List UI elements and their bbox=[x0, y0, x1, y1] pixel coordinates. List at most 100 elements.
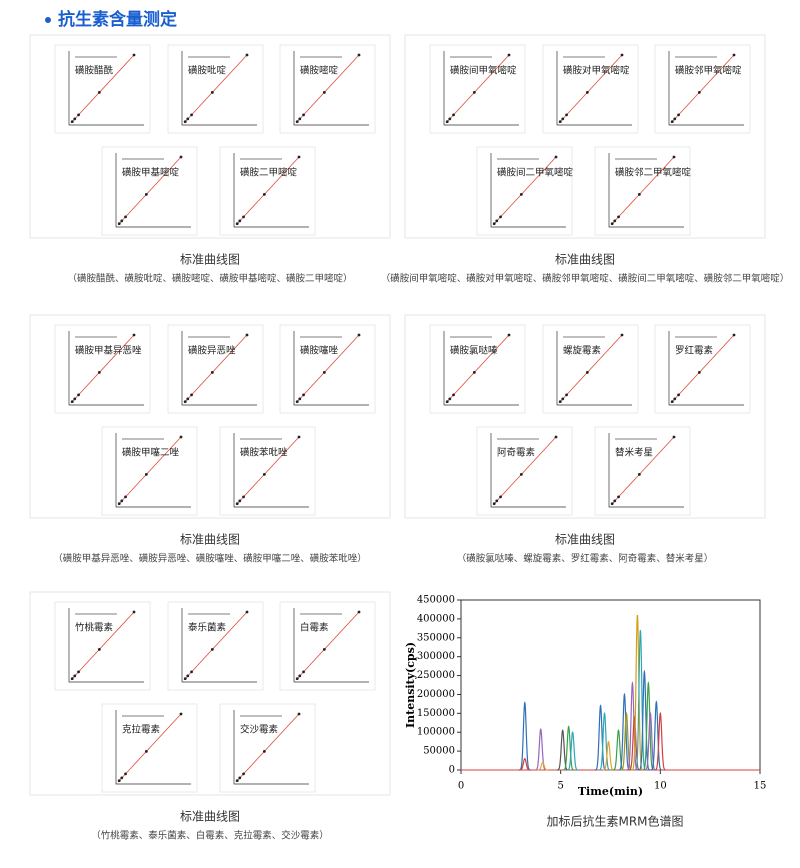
calibration-point bbox=[186, 674, 190, 678]
calibration-point bbox=[613, 499, 617, 503]
calibration-point bbox=[117, 502, 121, 506]
calibration-point bbox=[610, 222, 614, 226]
calibration-point bbox=[235, 222, 239, 226]
y-tick-label: 150000 bbox=[417, 708, 455, 719]
thumbnail-axes bbox=[443, 331, 519, 406]
calibration-point bbox=[190, 670, 193, 674]
calibration-point bbox=[245, 53, 249, 57]
calibration-point bbox=[117, 222, 121, 226]
compound-name: 阿奇霉素 bbox=[497, 447, 536, 459]
fit-line bbox=[492, 436, 557, 506]
thumbnail-axes bbox=[608, 153, 684, 228]
calibration-point bbox=[565, 113, 568, 117]
calibration-point bbox=[452, 393, 455, 397]
y-tick-label: 300000 bbox=[417, 651, 455, 662]
calibration-point bbox=[120, 776, 124, 780]
thumbnail-axes bbox=[181, 51, 257, 126]
calibration-point bbox=[519, 193, 523, 196]
calibration-point bbox=[183, 677, 187, 681]
fit-line bbox=[610, 156, 675, 226]
calibration-point bbox=[210, 91, 214, 94]
compound-name: 磺胺对甲氧嘧啶 bbox=[563, 65, 630, 77]
compound-name: 磺胺邻甲氧嘧啶 bbox=[675, 65, 742, 77]
chromatogram-peak bbox=[535, 728, 547, 771]
thumbnail-axes bbox=[556, 51, 632, 126]
calibration-point bbox=[144, 473, 148, 476]
calibration-point bbox=[302, 113, 305, 117]
calibration-thumbnail: 磺胺间二甲氧嘧啶 bbox=[476, 146, 574, 236]
y-tick-label: 250000 bbox=[417, 670, 455, 681]
calibration-point bbox=[179, 435, 183, 439]
calibration-point bbox=[298, 397, 302, 401]
thumbnail-axes bbox=[556, 331, 632, 406]
thumbnail-axes bbox=[115, 153, 191, 228]
calibration-point bbox=[97, 91, 101, 94]
calibration-thumbnail: 磺胺甲基异恶唑 bbox=[54, 324, 151, 414]
calibration-point bbox=[673, 397, 677, 401]
calibration-point bbox=[585, 91, 589, 94]
fit-line bbox=[117, 713, 182, 783]
thumbnail-axes bbox=[668, 51, 744, 126]
fit-line bbox=[183, 611, 248, 681]
calibration-point bbox=[144, 193, 148, 196]
calibration-point bbox=[238, 776, 242, 780]
calibration-point bbox=[297, 435, 301, 439]
calibration-point bbox=[322, 371, 326, 374]
chromatogram-peak bbox=[628, 715, 641, 771]
fit-line bbox=[445, 54, 510, 124]
thumbnail-axes bbox=[68, 331, 144, 406]
chromatogram-peak bbox=[594, 704, 607, 771]
calibration-point bbox=[677, 393, 680, 397]
calibration-point bbox=[697, 91, 701, 94]
calibration-thumbnail: 磺胺醋酰 bbox=[54, 44, 151, 134]
compound-name: 白霉素 bbox=[300, 622, 329, 634]
calibration-point bbox=[492, 502, 496, 506]
chromatogram-peak bbox=[644, 711, 656, 771]
calibration-point bbox=[322, 91, 326, 94]
chromatogram-peak bbox=[519, 758, 531, 771]
calibration-thumbnail: 罗红霉素 bbox=[654, 324, 751, 414]
calibration-point bbox=[499, 495, 502, 499]
compound-name: 磺胺嘧啶 bbox=[300, 65, 339, 77]
calibration-thumbnail: 磺胺噻唑 bbox=[279, 324, 376, 414]
calibration-point bbox=[262, 473, 266, 476]
fit-line bbox=[235, 713, 300, 783]
panel-subcaption: （磺胺甲基异恶唑、磺胺异恶唑、磺胺噻唑、磺胺甲噻二唑、磺胺苯吡唑） bbox=[53, 553, 367, 565]
panel-caption: 标准曲线图 bbox=[180, 810, 240, 824]
calibration-point bbox=[210, 371, 214, 374]
y-tick-label: 400000 bbox=[417, 613, 455, 624]
calibration-point bbox=[492, 222, 496, 226]
calibration-point bbox=[190, 113, 193, 117]
calibration-point bbox=[697, 371, 701, 374]
calibration-point bbox=[302, 393, 305, 397]
calibration-point bbox=[295, 400, 299, 404]
calibration-point bbox=[124, 772, 127, 776]
title-bullet bbox=[45, 17, 51, 23]
calibration-point bbox=[97, 648, 101, 651]
calibration-point bbox=[97, 371, 101, 374]
fit-line bbox=[235, 156, 300, 226]
compound-name: 磺胺邻二甲氧嘧啶 bbox=[615, 167, 692, 179]
fit-line bbox=[670, 54, 735, 124]
calibration-point bbox=[179, 155, 183, 159]
thumbnail-axes bbox=[490, 153, 566, 228]
chromatogram-peak bbox=[537, 761, 549, 771]
thumbnail-frame bbox=[101, 146, 198, 236]
calibration-point bbox=[495, 219, 499, 223]
chromatogram-peak bbox=[598, 711, 611, 771]
calibration-point bbox=[565, 393, 568, 397]
fit-line bbox=[117, 156, 182, 226]
calibration-point bbox=[613, 219, 617, 223]
calibration-point bbox=[238, 499, 242, 503]
calibration-point bbox=[210, 648, 214, 651]
calibration-point bbox=[262, 193, 266, 196]
calibration-point bbox=[558, 400, 562, 404]
calibration-thumbnail: 竹桃霉素 bbox=[54, 601, 151, 691]
calibration-point bbox=[507, 53, 511, 57]
calibration-point bbox=[77, 670, 80, 674]
thumbnail-axes bbox=[233, 153, 309, 228]
calibration-point bbox=[117, 779, 121, 783]
calibration-thumbnail: 泰乐菌素 bbox=[167, 601, 264, 691]
fit-line bbox=[117, 436, 182, 506]
